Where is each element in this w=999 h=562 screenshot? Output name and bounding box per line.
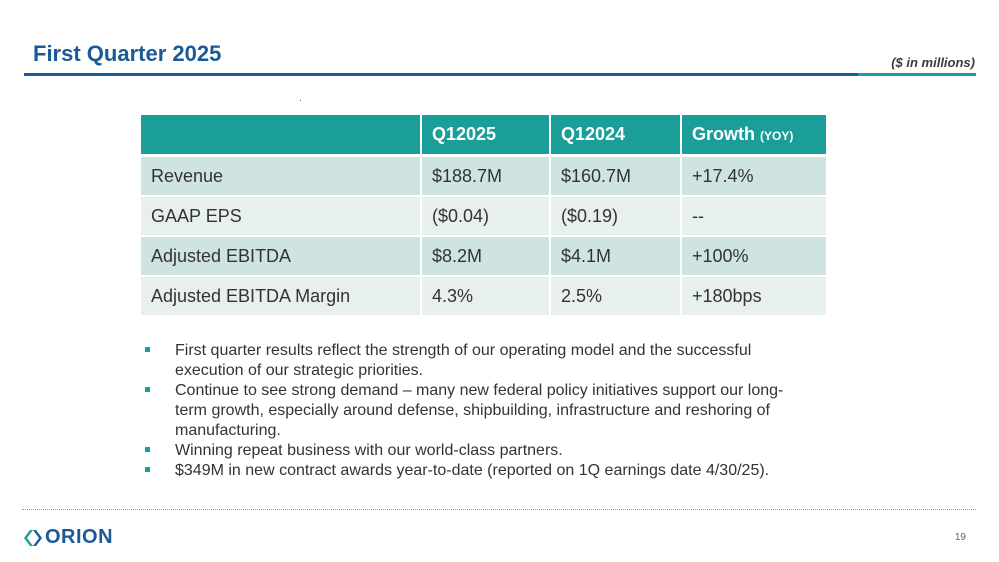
header-cell-q12024: Q12024 xyxy=(550,115,682,157)
bullet-text: $349M in new contract awards year-to-dat… xyxy=(175,462,770,479)
units-note: ($ in millions) xyxy=(891,55,975,70)
cell-q12024: 2.5% xyxy=(550,276,682,317)
bullet-text: First quarter results reflect the streng… xyxy=(175,342,752,379)
table-row: Revenue $188.7M $160.7M +17.4% xyxy=(141,155,828,197)
row-label: Adjusted EBITDA xyxy=(141,236,422,277)
header-cell-growth: Growth (YOY) xyxy=(681,115,828,157)
cell-q12025: ($0.04) xyxy=(421,196,551,237)
row-label: GAAP EPS xyxy=(141,196,422,237)
cell-growth: +180bps xyxy=(681,276,828,317)
slide-title: First Quarter 2025 xyxy=(33,41,222,66)
orion-chevrons-icon xyxy=(24,529,42,546)
growth-header-suffix: (YOY) xyxy=(760,129,794,143)
list-item: Continue to see strong demand – many new… xyxy=(145,381,805,441)
bullet-text: Continue to see strong demand – many new… xyxy=(175,382,784,439)
title-rule-teal xyxy=(858,73,976,76)
cell-q12024: $160.7M xyxy=(550,155,682,197)
cell-growth: +17.4% xyxy=(681,155,828,197)
cell-q12025: $188.7M xyxy=(421,155,551,197)
table-row: Adjusted EBITDA $8.2M $4.1M +100% xyxy=(141,236,828,277)
cell-growth: +100% xyxy=(681,236,828,277)
stray-dot xyxy=(300,100,301,101)
cell-q12025: $8.2M xyxy=(421,236,551,277)
title-rule-blue xyxy=(24,73,858,76)
list-item: $349M in new contract awards year-to-dat… xyxy=(145,461,805,481)
cell-q12025: 4.3% xyxy=(421,276,551,317)
row-label: Adjusted EBITDA Margin xyxy=(141,276,422,317)
logo-wordmark: ORION xyxy=(45,526,114,548)
row-label: Revenue xyxy=(141,155,422,197)
cell-growth: -- xyxy=(681,196,828,237)
list-item: First quarter results reflect the streng… xyxy=(145,341,805,381)
highlights-list: First quarter results reflect the streng… xyxy=(145,341,805,481)
header-cell-q12025: Q12025 xyxy=(421,115,551,157)
orion-logo: ORION xyxy=(23,526,113,549)
table-row: GAAP EPS ($0.04) ($0.19) -- xyxy=(141,196,828,237)
results-table: Q12025 Q12024 Growth (YOY) Revenue $188.… xyxy=(141,115,828,317)
bullet-square-icon xyxy=(145,447,150,452)
bullet-square-icon xyxy=(145,387,150,392)
header-cell-label xyxy=(141,115,422,157)
bullet-square-icon xyxy=(145,467,150,472)
cell-q12024: ($0.19) xyxy=(550,196,682,237)
bullet-text: Winning repeat business with our world-c… xyxy=(175,442,563,459)
cell-q12024: $4.1M xyxy=(550,236,682,277)
footer-divider xyxy=(22,509,976,510)
table-row: Adjusted EBITDA Margin 4.3% 2.5% +180bps xyxy=(141,276,828,317)
list-item: Winning repeat business with our world-c… xyxy=(145,441,805,461)
table-header-row: Q12025 Q12024 Growth (YOY) xyxy=(141,115,828,157)
bullet-square-icon xyxy=(145,347,150,352)
growth-header-text: Growth xyxy=(692,124,755,144)
page-number: 19 xyxy=(954,532,966,543)
